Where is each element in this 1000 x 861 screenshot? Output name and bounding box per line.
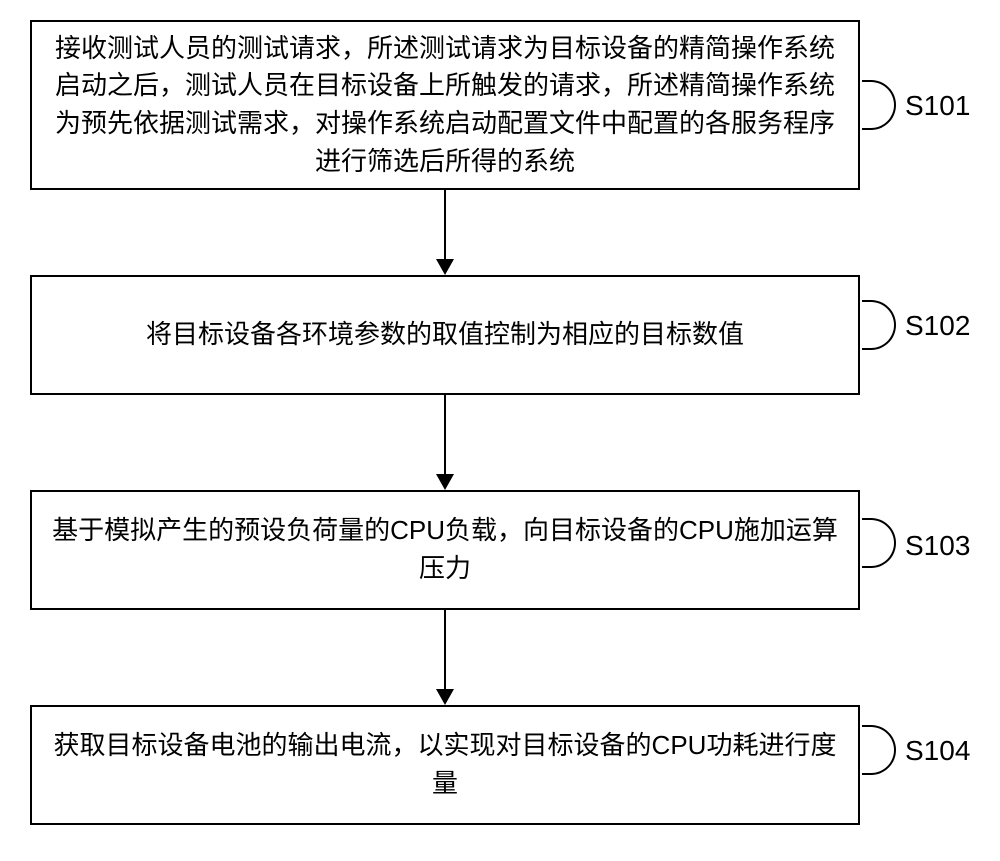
flow-arrow-head bbox=[436, 689, 454, 705]
flow-arrow-line bbox=[444, 610, 446, 689]
step-label-connector bbox=[862, 80, 896, 130]
flow-step-box: 基于模拟产生的预设负荷量的CPU负载，向目标设备的CPU施加运算压力 bbox=[30, 490, 860, 610]
step-label-connector bbox=[862, 518, 896, 568]
flowchart-canvas: 接收测试人员的测试请求，所述测试请求为目标设备的精简操作系统启动之后，测试人员在… bbox=[0, 0, 1000, 861]
flow-arrow-head bbox=[436, 259, 454, 275]
flow-step-label: S102 bbox=[905, 310, 970, 342]
flow-step-label: S104 bbox=[905, 735, 970, 767]
flow-step-text: 接收测试人员的测试请求，所述测试请求为目标设备的精简操作系统启动之后，测试人员在… bbox=[46, 30, 844, 181]
flow-arrow-head bbox=[436, 474, 454, 490]
flow-step-text: 基于模拟产生的预设负荷量的CPU负载，向目标设备的CPU施加运算压力 bbox=[46, 512, 844, 587]
step-label-connector bbox=[862, 725, 896, 775]
flow-step-text: 将目标设备各环境参数的取值控制为相应的目标数值 bbox=[146, 316, 744, 354]
flow-step-text: 获取目标设备电池的输出电流，以实现对目标设备的CPU功耗进行度量 bbox=[46, 727, 844, 802]
flow-step-label: S103 bbox=[905, 530, 970, 562]
flow-step-box: 将目标设备各环境参数的取值控制为相应的目标数值 bbox=[30, 275, 860, 395]
step-label-connector bbox=[862, 300, 896, 350]
flow-step-box: 接收测试人员的测试请求，所述测试请求为目标设备的精简操作系统启动之后，测试人员在… bbox=[30, 20, 860, 190]
flow-step-label: S101 bbox=[905, 90, 970, 122]
flow-arrow-line bbox=[444, 395, 446, 474]
flow-step-box: 获取目标设备电池的输出电流，以实现对目标设备的CPU功耗进行度量 bbox=[30, 705, 860, 825]
flow-arrow-line bbox=[444, 190, 446, 259]
